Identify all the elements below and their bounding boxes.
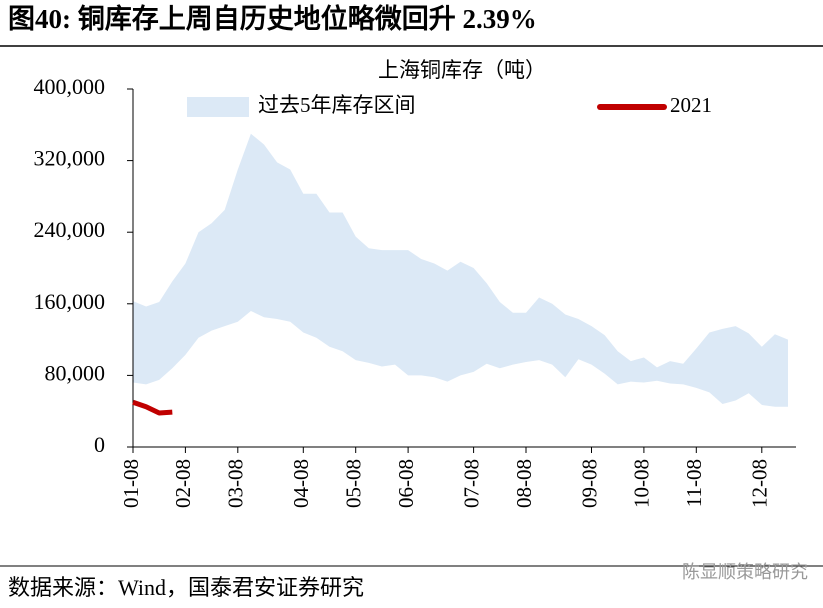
chart-title: 图40: 铜库存上周自历史地位略微回升 2.39%: [8, 3, 537, 34]
x-tick-label: 02-08: [171, 459, 195, 508]
y-axis-label: 上海铜库存（吨）: [378, 58, 546, 82]
legend-label: 过去5年库存区间: [258, 93, 416, 117]
range-band: [133, 133, 788, 407]
x-tick-label: 01-08: [119, 459, 143, 508]
y-tick-label: 0: [94, 432, 105, 457]
x-tick-label: 09-08: [577, 459, 601, 508]
y-tick-label: 320,000: [34, 146, 106, 171]
y-tick-label: 80,000: [45, 360, 106, 385]
x-tick-label: 10-08: [630, 459, 654, 508]
x-tick-label: 06-08: [394, 459, 418, 508]
x-tick-label: 08-08: [512, 459, 536, 508]
x-tick-label: 03-08: [224, 459, 248, 508]
x-tick-label: 05-08: [342, 459, 366, 508]
x-tick-label: 04-08: [289, 459, 313, 508]
line-2021: [132, 399, 173, 416]
y-tick-label: 160,000: [34, 289, 106, 314]
y-tick-label: 240,000: [34, 217, 106, 242]
legend-label: 2021: [670, 93, 712, 117]
y-tick-label: 400,000: [34, 74, 106, 99]
watermark: 陈显顺策略研究: [682, 562, 808, 582]
legend-swatch: [187, 97, 249, 117]
x-tick-label: 11-08: [682, 459, 706, 507]
x-tick-label: 07-08: [459, 459, 483, 508]
source: 数据来源：Wind，国泰君安证券研究: [8, 575, 364, 600]
x-tick-label: 12-08: [748, 459, 772, 508]
